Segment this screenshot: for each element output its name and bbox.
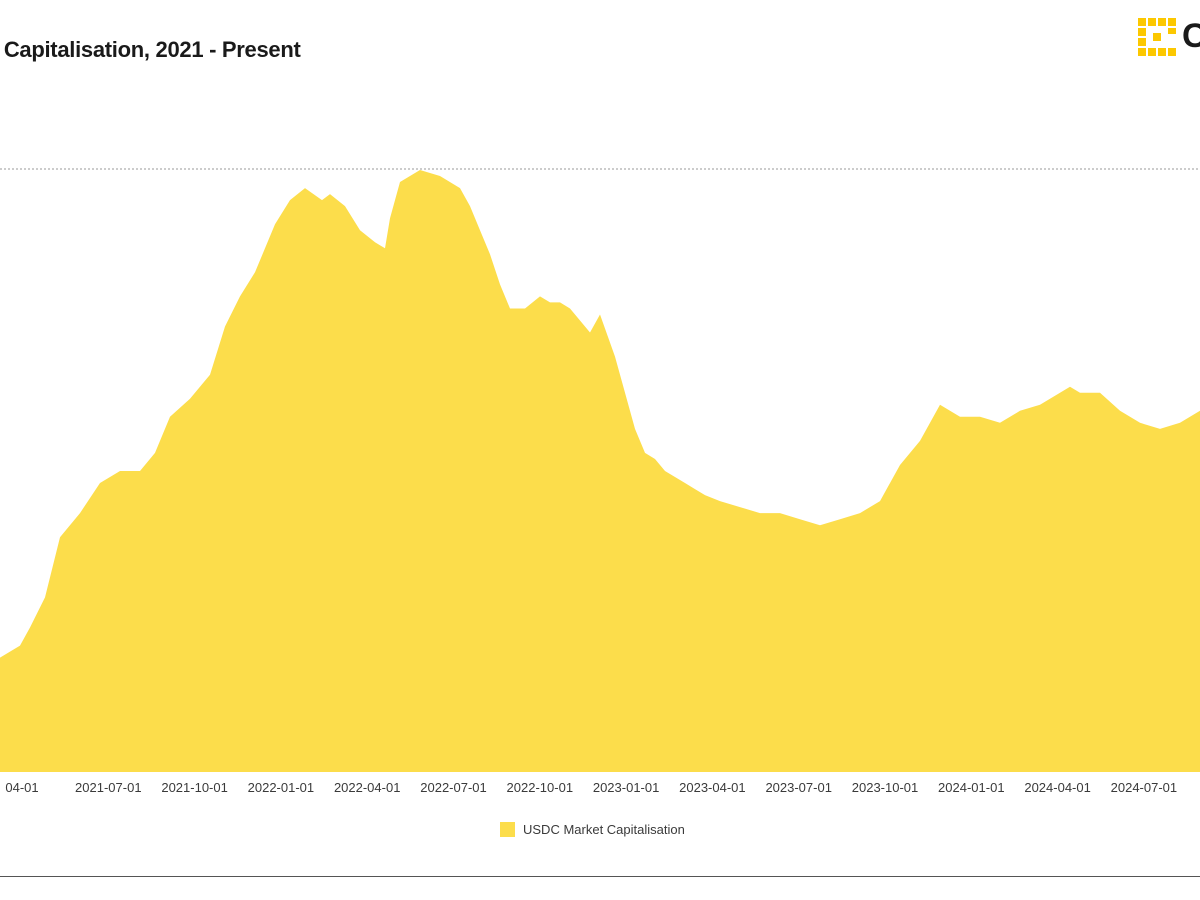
brand-logo-text: C [1182, 17, 1200, 55]
chart-legend: USDC Market Capitalisation [500, 822, 685, 837]
area-chart: 04-01 2021-07-01 2021-10-01 2022-01-01 2022-… [0, 168, 1200, 795]
chart-title: t Capitalisation, 2021 - Present [0, 37, 301, 62]
legend-swatch [500, 822, 515, 837]
x-tick-label: 2022-01-01 [248, 780, 315, 795]
x-tick-label: 2024-07-01 [1111, 780, 1178, 795]
x-tick-label: 04-01 [5, 780, 38, 795]
x-tick-label: 2022-04-01 [334, 780, 401, 795]
legend-label: USDC Market Capitalisation [523, 822, 685, 837]
x-axis-ticks: 04-01 2021-07-01 2021-10-01 2022-01-01 2022-… [5, 780, 1178, 795]
x-tick-label: 2023-10-01 [852, 780, 919, 795]
x-tick-label: 2023-01-01 [593, 780, 660, 795]
x-tick-label: 2023-04-01 [679, 780, 746, 795]
x-tick-label: 2024-04-01 [1024, 780, 1091, 795]
x-tick-label: 2023-07-01 [765, 780, 832, 795]
brand-logo: C [1136, 14, 1200, 60]
x-tick-label: 2022-10-01 [507, 780, 574, 795]
brand-logo-icon [1138, 18, 1176, 56]
x-tick-label: 2024-01-01 [938, 780, 1005, 795]
x-tick-label: 2021-07-01 [75, 780, 142, 795]
usdc-market-cap-area [0, 170, 1200, 772]
bottom-divider [0, 876, 1200, 877]
x-tick-label: 2022-07-01 [420, 780, 487, 795]
x-tick-label: 2021-10-01 [161, 780, 228, 795]
